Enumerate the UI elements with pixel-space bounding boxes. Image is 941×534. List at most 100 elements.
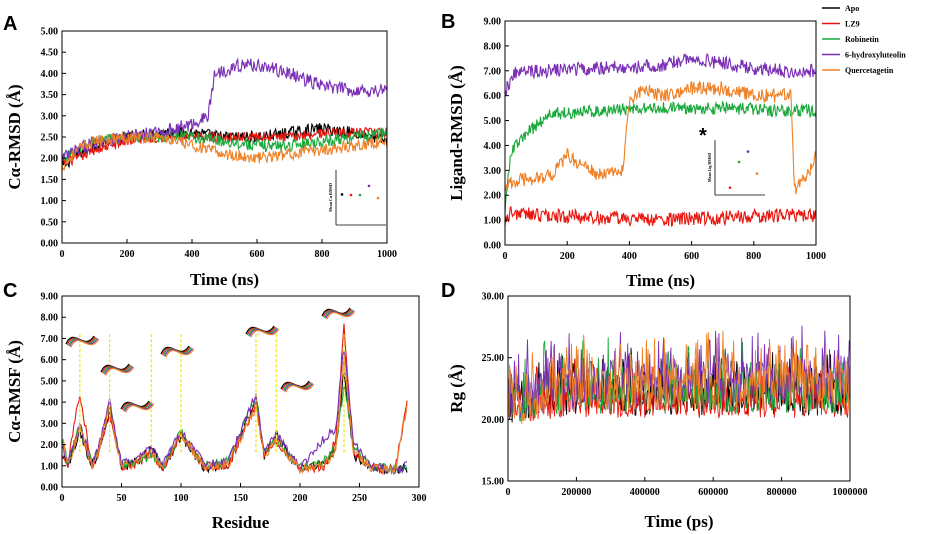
structure-glyph bbox=[245, 325, 280, 338]
y-tick-label: 3.00 bbox=[484, 166, 502, 177]
legend-label: Apo bbox=[845, 4, 859, 13]
panel-letter: A bbox=[3, 13, 17, 35]
inset-y-label: Mean Cα RMSD bbox=[328, 183, 333, 212]
y-tick-label: 2.00 bbox=[484, 191, 502, 202]
x-tick-label: 600000 bbox=[698, 487, 728, 498]
x-tick-label: 800000 bbox=[767, 487, 797, 498]
y-tick-label: 6.00 bbox=[484, 91, 502, 102]
panel-letter: C bbox=[3, 280, 17, 302]
y-tick-label: 8.00 bbox=[41, 313, 59, 324]
x-tick-label: 400000 bbox=[630, 487, 660, 498]
x-axis-title: Time (ns) bbox=[190, 270, 259, 289]
inset-point bbox=[737, 160, 741, 164]
y-tick-label: 20.00 bbox=[482, 415, 505, 426]
y-tick-label: 1.00 bbox=[484, 216, 502, 227]
y-tick-label: 2.00 bbox=[41, 440, 59, 451]
plot-frame bbox=[504, 20, 817, 246]
series-line-quercetagetin bbox=[504, 80, 816, 195]
series-line-6-hydroxyluteolin bbox=[61, 57, 388, 160]
series-line-quercetagetin bbox=[61, 357, 408, 475]
y-tick-label: 3.00 bbox=[41, 111, 59, 122]
y-tick-label: 9.00 bbox=[484, 17, 502, 28]
panel-letter: D bbox=[441, 280, 455, 302]
series-line-lz9 bbox=[504, 205, 817, 228]
x-tick-label: 200 bbox=[560, 251, 575, 262]
panel-b: B 0 200 400 600 800 1000 0.00 1.00 2.00 3.00 4.00 5.… bbox=[441, 11, 826, 290]
inset-point bbox=[746, 150, 750, 153]
y-tick-label: 0.00 bbox=[484, 241, 502, 252]
y-tick-label: 4.00 bbox=[484, 141, 502, 152]
y-tick-label: 0.00 bbox=[41, 239, 59, 250]
inset-point bbox=[358, 193, 362, 197]
structure-glyph bbox=[65, 335, 100, 348]
inset-point bbox=[376, 196, 380, 200]
y-tick-label: 0.00 bbox=[41, 483, 59, 494]
x-tick-label: 0 bbox=[60, 249, 65, 260]
x-tick-label: 200000 bbox=[561, 487, 591, 498]
x-axis-title: Time (ns) bbox=[626, 271, 695, 290]
y-tick-label: 5.00 bbox=[41, 376, 59, 387]
y-tick-label: 25.00 bbox=[482, 353, 505, 364]
y-tick-label: 7.00 bbox=[41, 334, 59, 345]
significance-star: * bbox=[699, 125, 707, 147]
y-tick-label: 4.00 bbox=[41, 398, 59, 409]
inset-plot: Mean Lig RMSD * bbox=[699, 125, 765, 196]
y-tick-label: 2.50 bbox=[41, 133, 59, 144]
legend-label: Quercetagetin bbox=[845, 66, 894, 75]
x-tick-label: 600 bbox=[684, 251, 699, 262]
panel-a: A 0 200 400 600 800 1000 0.00 0.50 1.00 1.50 2.00 2.… bbox=[3, 13, 397, 289]
inset-plot: Mean Cα RMSD bbox=[328, 170, 386, 226]
structure-glyph bbox=[120, 400, 155, 413]
structure-glyph bbox=[100, 363, 135, 376]
y-tick-label: 0.50 bbox=[41, 217, 59, 228]
panel-letter: B bbox=[441, 11, 455, 33]
y-tick-label: 30.00 bbox=[482, 292, 505, 303]
inset-point bbox=[340, 193, 344, 196]
legend-label: LZ9 bbox=[845, 20, 860, 29]
y-axis-title: Cα-RMSF (Å) bbox=[5, 340, 24, 443]
y-tick-label: 3.50 bbox=[41, 90, 59, 101]
legend-label: 6-hydroxyluteolin bbox=[845, 51, 906, 60]
inset-point bbox=[755, 172, 759, 175]
panel-d: D 0 200000 400000 600000 800000 1000000 15.00 20… bbox=[441, 280, 868, 531]
series-line-robinetin bbox=[504, 99, 817, 214]
x-tick-label: 800 bbox=[746, 251, 761, 262]
y-tick-label: 8.00 bbox=[484, 41, 502, 52]
y-axis-title: Rg (Å) bbox=[447, 364, 466, 413]
legend: Apo LZ9 Robinetin 6-hydroxyluteolin Querceta… bbox=[822, 4, 906, 75]
x-tick-label: 0 bbox=[60, 493, 65, 504]
inset-point bbox=[728, 186, 732, 189]
panel-c: C 0 50 100 150 200 250 300 0.00 1.00 2.00 3.00 4.00 5… bbox=[3, 280, 427, 532]
inset-y-label: Mean Lig RMSD bbox=[707, 153, 712, 182]
y-tick-label: 1.00 bbox=[41, 196, 59, 207]
x-tick-label: 250 bbox=[352, 493, 367, 504]
inset-point bbox=[367, 184, 371, 188]
x-tick-label: 100 bbox=[174, 493, 189, 504]
y-tick-label: 1.00 bbox=[41, 461, 59, 472]
series-line-quercetagetin bbox=[507, 330, 851, 424]
x-tick-label: 400 bbox=[622, 251, 637, 262]
structure-glyph bbox=[280, 380, 315, 393]
y-tick-label: 5.00 bbox=[484, 116, 502, 127]
inset-point bbox=[349, 193, 353, 197]
x-tick-label: 1000 bbox=[377, 249, 397, 260]
x-tick-label: 50 bbox=[117, 493, 127, 504]
y-axis-title: Cα-RMSD (Å) bbox=[5, 84, 24, 189]
x-tick-label: 200 bbox=[293, 493, 308, 504]
series-line-quercetagetin bbox=[61, 130, 388, 172]
x-tick-label: 200 bbox=[120, 249, 135, 260]
y-tick-label: 7.00 bbox=[484, 66, 502, 77]
y-tick-label: 3.00 bbox=[41, 419, 59, 430]
x-tick-label: 400 bbox=[185, 249, 200, 260]
x-axis-title: Residue bbox=[212, 513, 270, 532]
x-axis-title: Time (ps) bbox=[644, 512, 713, 531]
series-line-6-hydroxyluteolin bbox=[507, 325, 851, 421]
x-tick-label: 1000000 bbox=[833, 487, 868, 498]
structure-glyph bbox=[321, 307, 356, 320]
y-tick-label: 9.00 bbox=[41, 292, 59, 303]
y-tick-label: 4.00 bbox=[41, 69, 59, 80]
y-axis-title: Ligand-RMSD (Å) bbox=[447, 65, 466, 201]
x-tick-label: 0 bbox=[506, 487, 511, 498]
x-tick-label: 150 bbox=[233, 493, 248, 504]
